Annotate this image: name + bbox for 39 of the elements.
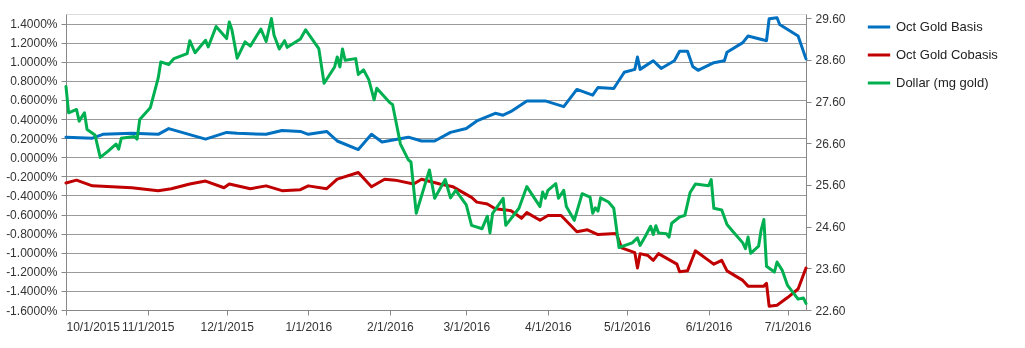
y-tick-label: 1.4000% [10, 17, 58, 32]
y-tick-label: 0.6000% [10, 93, 58, 108]
y2-tick-label: 28.60 [815, 53, 846, 68]
y-tick-label: 0.8000% [10, 74, 58, 89]
y-tick-label: 1.0000% [10, 55, 58, 70]
y-tick-label: -1.4000% [6, 284, 58, 299]
y2-tick-label: 26.60 [815, 136, 846, 151]
y2-tick-label: 22.60 [815, 303, 846, 318]
y2-tick-label: 23.60 [815, 261, 846, 276]
y2-tick-label: 27.60 [815, 95, 846, 110]
y-tick-label: -0.8000% [6, 227, 58, 242]
x-tick-label: 6/1/2016 [685, 319, 733, 334]
y-tick-label: 0.4000% [10, 112, 58, 127]
x-tick-label: 11/1/2015 [121, 319, 175, 334]
legend-label: Dollar (mg gold) [896, 75, 989, 90]
y-tick-label: -0.6000% [6, 208, 58, 223]
x-tick-label: 1/1/2016 [285, 319, 333, 334]
y-tick-label: -1.6000% [6, 303, 58, 318]
x-tick-label: 5/1/2016 [604, 319, 652, 334]
y-tick-label: -0.4000% [6, 188, 58, 203]
y-tick-label: -0.2000% [6, 169, 58, 184]
x-tick-label: 7/1/2016 [764, 319, 812, 334]
y2-tick-label: 24.60 [815, 220, 846, 235]
x-tick-label: 12/1/2015 [200, 319, 255, 334]
legend-label: Oct Gold Basis [896, 19, 984, 34]
y-tick-label: 0.2000% [10, 131, 58, 146]
x-tick-label: 3/1/2016 [443, 319, 491, 334]
line-series [64, 17, 808, 305]
line-series [64, 16, 808, 152]
y2-tick-label: 25.60 [815, 178, 846, 193]
y-tick-label: 1.2000% [10, 36, 58, 51]
y-tick-label: -1.0000% [6, 246, 58, 261]
x-tick-label: 4/1/2016 [525, 319, 573, 334]
legend-label: Oct Gold Cobasis [896, 47, 999, 62]
x-tick-label: 2/1/2016 [367, 319, 415, 334]
y-tick-label: -1.2000% [6, 265, 58, 280]
y-tick-label: 0.0000% [10, 150, 58, 165]
y2-tick-label: 29.60 [815, 11, 846, 26]
x-tick-label: 10/1/2015 [66, 319, 121, 334]
